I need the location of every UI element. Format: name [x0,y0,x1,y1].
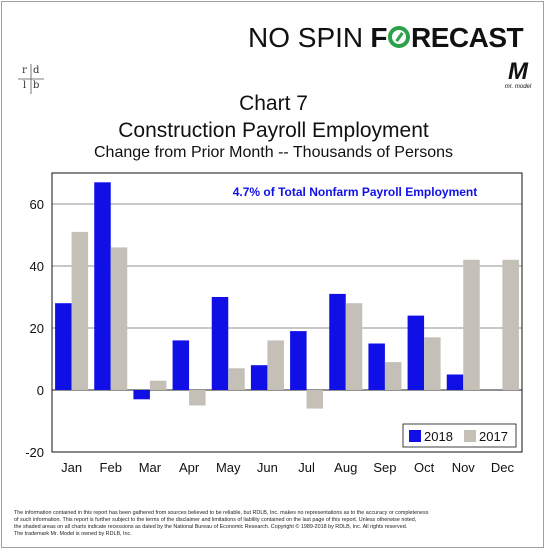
bar-2017 [149,380,167,390]
x-tick-label: Feb [100,460,122,475]
rdlb-r: r [22,65,27,76]
annotation-text: 4.7% of Total Nonfarm Payroll Employment [233,185,478,199]
bar-2017 [502,259,519,390]
chart-subtitle-2: Change from Prior Month -- Thousands of … [94,144,453,161]
bar-2018 [211,297,229,390]
bar-2018 [55,303,72,390]
bar-2017 [345,303,363,390]
x-tick-label: Mar [139,460,162,475]
x-tick-label: Oct [414,460,435,475]
bar-2017 [463,259,480,390]
bar-2018 [368,343,385,390]
bar-2018 [94,182,111,390]
x-tick-label: Dec [491,460,515,475]
bar-2018 [329,293,346,390]
legend-label-2018: 2018 [424,429,453,444]
plot-area [51,172,523,453]
legend-box [402,423,517,448]
x-tick-label: Sep [373,460,396,475]
legend-label-2017: 2017 [479,429,508,444]
x-tick-label: Nov [452,460,476,475]
brand-rest: RECAST [411,22,524,53]
mr-model-mark: M [508,58,528,85]
y-tick-label: -20 [25,445,44,460]
bar-2018 [290,331,307,390]
footer-line-1: The information contained in this report… [14,510,429,516]
x-tick-label: Jan [61,460,82,475]
x-tick-label: Aug [334,460,357,475]
bar-2017 [267,340,284,390]
x-tick-label: May [216,460,241,475]
bar-2017 [110,247,128,390]
footer-line-2: of such information. This report is furt… [14,517,417,523]
bar-2018 [250,365,268,390]
mr-model-tag: mr. model [504,84,532,90]
x-tick-label: Apr [179,460,200,475]
rdlb-l: l [23,80,27,91]
y-tick-label: 0 [37,383,44,398]
rdlb-cross-icon [18,64,44,94]
rdlb-logo: r d l b [18,64,44,94]
bar-2017 [424,337,441,390]
chart-title: Chart 7 [239,92,308,115]
brand-logo: NO SPIN F RECAST [248,22,524,54]
legend-swatch-2017 [464,430,476,442]
x-tick-label: Jul [298,460,315,475]
footer-line-3: the shaded areas on all charts indicate … [14,524,408,530]
bar-2017 [228,368,245,390]
footer-disclaimer: The information contained in this report… [14,510,534,538]
bar-2018 [446,374,464,390]
y-tick-label: 20 [30,321,44,336]
y-tick-label: 40 [30,259,44,274]
footer-line-4: The trademark Mr. Model is owned by RDLB… [14,531,132,537]
mr-model-logo: M mr. model [500,60,536,94]
chart-subtitle: Construction Payroll Employment [118,119,429,142]
brand-letter-f: F [370,22,388,53]
y-tick-label: 60 [30,197,44,212]
brand-first-word: NO SPIN [248,22,364,53]
bar-2018 [407,315,425,390]
bar-2017 [306,390,324,409]
forecast-o-icon [388,26,411,48]
bar-2017 [384,362,402,390]
legend-swatch-2018 [409,430,421,442]
rdlb-b: b [33,80,40,91]
bar-2017 [71,231,89,390]
bar-2017 [189,390,206,406]
bar-2018 [133,390,150,400]
rdlb-d: d [33,65,40,76]
x-tick-label: Jun [257,460,278,475]
bar-2018 [172,340,190,390]
